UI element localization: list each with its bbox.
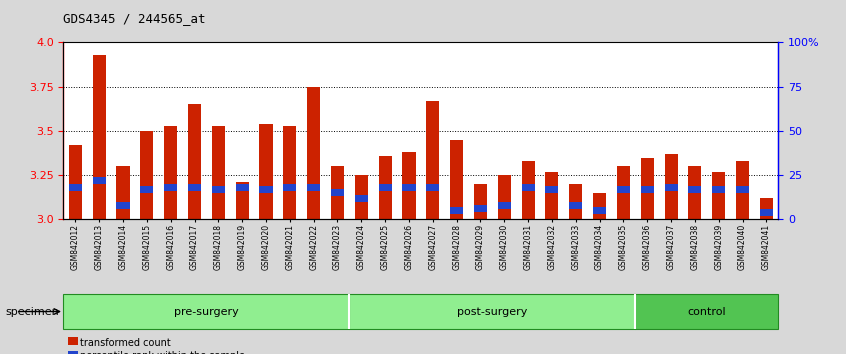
Bar [354,195,368,202]
Bar [63,294,349,329]
Bar [117,166,129,219]
Bar [260,124,272,219]
Bar [188,184,201,191]
Bar [474,205,487,212]
Bar [593,193,606,219]
Bar [379,184,392,191]
Text: control: control [688,307,726,316]
Bar [546,186,558,193]
Bar [712,172,725,219]
Bar [260,186,272,193]
Text: post-surgery: post-surgery [457,307,528,316]
Bar [522,161,535,219]
Bar [593,207,606,214]
Bar [140,186,153,193]
Bar [736,161,749,219]
Bar [69,184,82,191]
Bar [569,184,582,219]
Bar [426,184,439,191]
Bar [450,140,463,219]
Bar [236,182,249,219]
Bar [712,186,725,193]
Bar [283,126,296,219]
Bar [617,166,630,219]
Bar [307,87,320,219]
Bar [349,294,635,329]
Bar [640,186,654,193]
Bar [665,184,678,191]
Bar [140,131,153,219]
Bar [736,186,749,193]
Bar [354,175,368,219]
Bar [689,186,701,193]
Bar [164,184,177,191]
Bar [331,189,344,196]
Bar [93,55,106,219]
Bar [760,198,773,219]
Bar [212,126,225,219]
Bar [188,104,201,219]
Bar [426,101,439,219]
Text: transformed count: transformed count [80,338,171,348]
Bar [760,209,773,216]
Bar [546,172,558,219]
Bar [497,202,511,209]
Bar [450,207,463,214]
Bar [117,202,129,209]
Bar [689,166,701,219]
Bar [307,184,320,191]
Bar [379,156,392,219]
Bar [569,202,582,209]
Bar [403,184,415,191]
Bar [474,184,487,219]
Bar [665,154,678,219]
Bar [640,158,654,219]
Text: GDS4345 / 244565_at: GDS4345 / 244565_at [63,12,206,25]
Text: percentile rank within the sample: percentile rank within the sample [80,351,245,354]
Bar [522,184,535,191]
Bar [212,186,225,193]
Bar [331,166,344,219]
Bar [497,175,511,219]
Bar [617,186,630,193]
Bar [236,184,249,191]
Bar [69,145,82,219]
Bar [635,294,778,329]
Bar [93,177,106,184]
Bar [403,152,415,219]
Bar [164,126,177,219]
Text: specimen: specimen [5,307,59,316]
Bar [283,184,296,191]
Text: pre-surgery: pre-surgery [174,307,239,316]
